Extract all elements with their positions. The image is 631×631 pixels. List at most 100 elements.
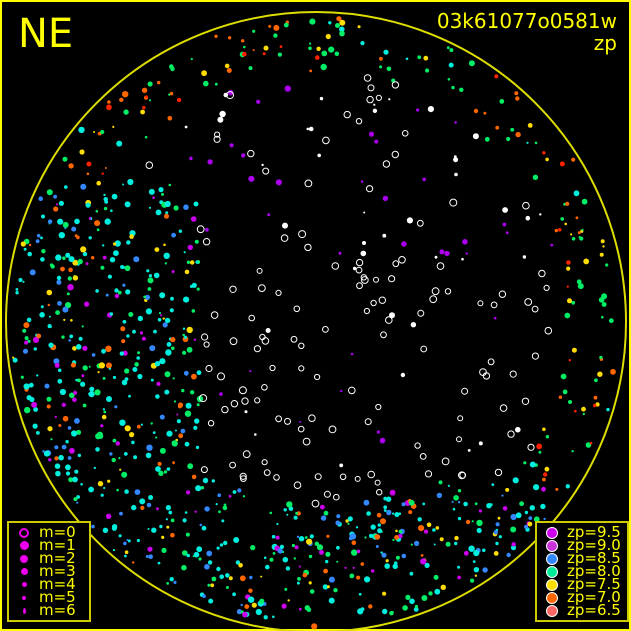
star-point [180, 428, 186, 434]
star-point [101, 348, 106, 354]
star-point [285, 566, 291, 571]
star-point [169, 64, 174, 69]
star-point [27, 339, 31, 343]
star-point [182, 333, 185, 337]
star-point [75, 378, 78, 382]
star-point [63, 318, 66, 321]
star-point [567, 298, 572, 304]
star-point [405, 594, 411, 601]
star-point [451, 500, 454, 503]
star-point [538, 450, 542, 454]
star-point [154, 247, 160, 253]
star-point [272, 552, 276, 555]
star-point [65, 464, 71, 471]
star-point [72, 259, 79, 266]
star-point [166, 525, 170, 529]
star-point [441, 457, 450, 466]
star-point [431, 287, 440, 296]
star-point [457, 489, 462, 493]
star-point [122, 319, 127, 324]
star-point [323, 490, 331, 498]
frame-id: 03k61077o0581w [436, 9, 617, 33]
star-point [162, 317, 165, 320]
plot-title: NE [18, 11, 74, 57]
star-point [417, 55, 422, 60]
star-point [163, 252, 170, 259]
star-point [571, 237, 576, 241]
star-point [119, 511, 123, 516]
star-point [287, 599, 290, 602]
star-point [385, 496, 392, 502]
star-point [139, 331, 144, 335]
star-point [50, 264, 55, 269]
star-point [543, 472, 548, 477]
star-point [478, 509, 482, 513]
star-point [62, 415, 69, 422]
star-point [398, 529, 403, 534]
star-point [452, 507, 456, 511]
star-point [200, 486, 205, 490]
star-point [251, 602, 257, 608]
star-point [28, 382, 34, 388]
star-point [557, 228, 562, 232]
star-point [356, 282, 363, 290]
magnitude-marker-icon [19, 541, 29, 550]
star-point [114, 293, 120, 299]
star-point [144, 294, 151, 300]
star-point [349, 573, 355, 579]
star-point [395, 555, 400, 560]
star-point [170, 296, 174, 301]
star-point [564, 312, 571, 319]
star-point [445, 541, 451, 547]
star-point [222, 505, 228, 511]
star-point [109, 312, 114, 316]
star-point [56, 279, 62, 285]
magnitude-legend-label: m=4 [39, 575, 76, 593]
star-point [121, 339, 126, 344]
star-point [151, 527, 157, 533]
magnitude-marker-icon [20, 568, 28, 575]
star-point [72, 476, 78, 483]
star-point [15, 291, 19, 295]
star-point [550, 243, 554, 247]
star-point [147, 287, 152, 291]
star-point [20, 375, 24, 379]
star-point [168, 510, 173, 515]
star-point [331, 262, 340, 270]
star-point [482, 567, 488, 573]
star-point [165, 518, 168, 521]
star-point [417, 517, 422, 522]
star-point [545, 435, 550, 439]
star-point [24, 336, 29, 341]
star-point [88, 217, 92, 220]
star-point [421, 595, 428, 601]
star-point [112, 549, 116, 552]
star-point [102, 408, 106, 411]
star-point [182, 518, 187, 523]
star-point [165, 349, 172, 356]
star-point [111, 193, 118, 200]
star-point [158, 187, 164, 193]
star-point [122, 91, 129, 98]
star-point [283, 508, 287, 512]
star-point [137, 351, 141, 355]
zp-legend-entry: zp=7.0 [543, 590, 621, 605]
star-point [158, 311, 162, 315]
star-point [137, 315, 143, 322]
star-point [169, 308, 174, 313]
star-point [58, 454, 64, 461]
star-point [515, 426, 521, 433]
star-point [145, 555, 149, 558]
star-point [74, 469, 79, 474]
star-point [605, 263, 609, 267]
star-point [69, 334, 74, 339]
star-point [484, 136, 490, 142]
star-point [382, 233, 387, 238]
star-point [372, 108, 378, 114]
star-point [273, 24, 280, 31]
magnitude-legend-label: m=1 [39, 536, 76, 554]
star-point [65, 471, 71, 476]
star-point [576, 279, 582, 285]
star-point [145, 161, 154, 169]
star-point [422, 502, 426, 506]
